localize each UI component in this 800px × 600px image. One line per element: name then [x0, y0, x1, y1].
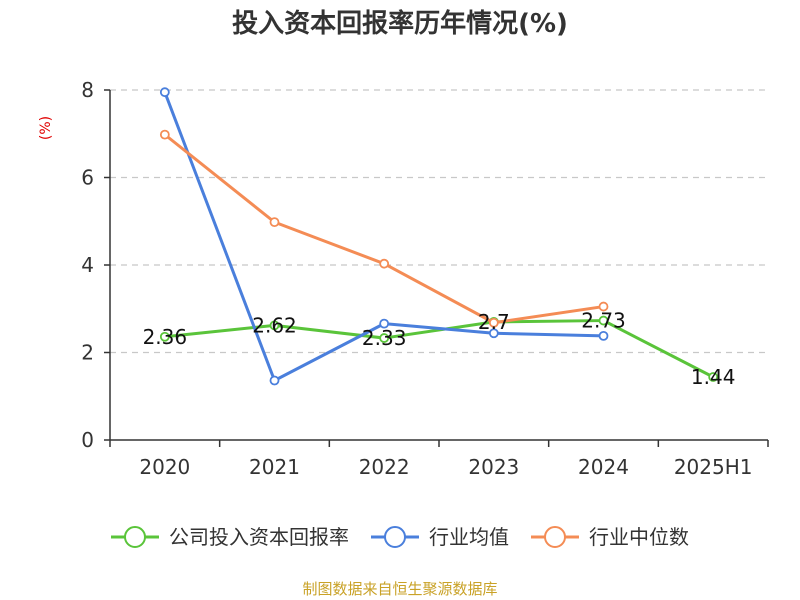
point-3-2022 [379, 258, 390, 269]
legend-item-2: 行业均值 [371, 525, 509, 549]
data-label-2023: 2.7 [478, 310, 510, 334]
legend-swatch-marker [124, 526, 146, 548]
legend-swatch-marker [384, 526, 406, 548]
y-tick-label-2: 2 [81, 341, 94, 365]
x-tick-label-2022: 2022 [359, 455, 410, 479]
x-tick-label-2024: 2024 [578, 455, 629, 479]
y-tick-label-4: 4 [81, 253, 94, 277]
series-2 [159, 87, 609, 386]
y-axis-unit: (%) [38, 116, 54, 140]
series-line-1 [164, 319, 714, 379]
legend-swatch-marker [544, 526, 566, 548]
legend: 公司投入资本回报率 行业均值 行业中位数 [111, 525, 689, 549]
data-label-2020: 2.36 [143, 325, 188, 349]
series-1 [159, 315, 719, 382]
y-tick-label-6: 6 [81, 166, 94, 190]
point-3-2023 [488, 317, 499, 328]
x-tick-label-2025H1: 2025H1 [674, 455, 753, 479]
data-label-2024: 2.73 [581, 309, 626, 333]
point-1-2024 [598, 315, 609, 326]
series-3 [159, 129, 609, 328]
point-1-2020 [159, 331, 170, 342]
chart-title: 投入资本回报率历年情况(%) [232, 8, 568, 39]
legend-label: 公司投入资本回报率 [169, 525, 349, 549]
point-3-2021 [269, 217, 280, 228]
data-labels: 2.36 2.62 2.33 2.7 2.73 1.44 [143, 309, 736, 389]
point-2-2024 [598, 330, 609, 341]
legend-item-1: 公司投入资本回报率 [111, 525, 349, 549]
y-tick-label-0: 0 [81, 428, 94, 452]
point-2-2021 [269, 375, 280, 386]
grid-lines [110, 89, 768, 354]
legend-label: 行业中位数 [589, 525, 689, 549]
point-2-2022 [379, 318, 390, 329]
data-label-2025H1: 1.44 [691, 365, 736, 389]
point-1-2022 [379, 333, 390, 343]
point-3-2020 [159, 129, 170, 140]
x-tick-label-2020: 2020 [139, 455, 190, 479]
point-2-2023 [488, 328, 499, 339]
data-label-2021: 2.62 [252, 313, 297, 337]
y-tick-label-8: 8 [81, 78, 94, 102]
source-note: 制图数据来自恒生聚源数据库 [302, 580, 497, 598]
x-tick-label-2023: 2023 [468, 455, 519, 479]
legend-item-3: 行业中位数 [531, 525, 689, 549]
series-line-3 [163, 133, 604, 325]
point-2-2020 [159, 87, 170, 98]
axes: 0 2 4 6 8 2020 2021 2022 2023 2024 2025H1 [81, 78, 769, 479]
series-layer [159, 87, 719, 386]
point-3-2024 [598, 301, 609, 312]
x-tick-label-2021: 2021 [249, 455, 300, 479]
legend-label: 行业均值 [429, 525, 509, 549]
point-1-2025H1 [708, 372, 719, 382]
data-label-2022: 2.33 [362, 326, 407, 350]
point-1-2021 [269, 320, 280, 331]
